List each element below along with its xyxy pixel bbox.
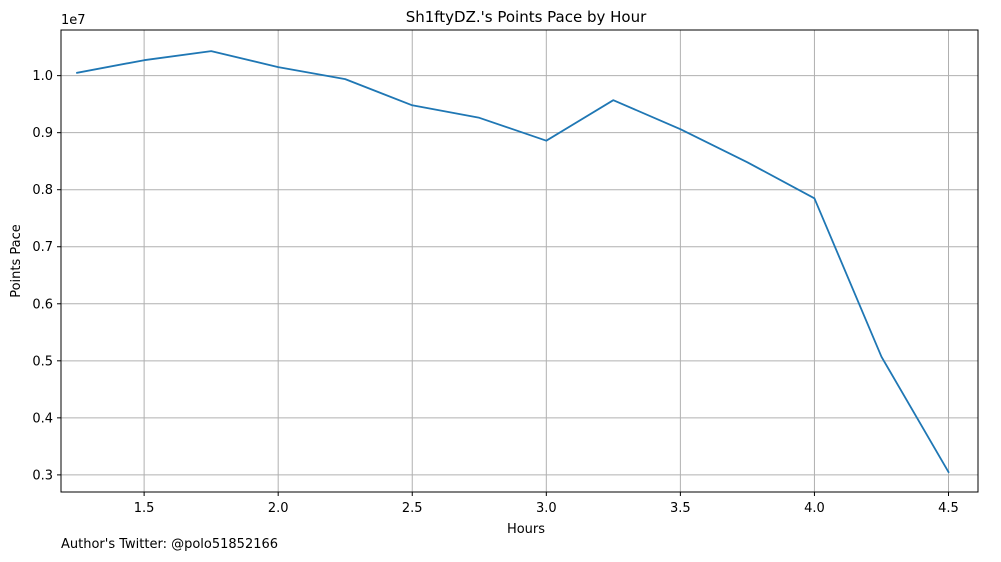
x-tick-label: 3.5 (670, 501, 691, 516)
y-axis-title: Points Pace (9, 224, 24, 298)
y-tick-label: 0.5 (32, 354, 53, 369)
y-axis: 0.3 0.4 0.5 0.6 0.7 0.8 0.9 1.0 (32, 69, 61, 483)
plot-background (61, 30, 978, 492)
plot-frame (60, 29, 979, 493)
y-tick-label: 0.7 (32, 240, 53, 255)
y-tick-label: 0.8 (32, 183, 53, 198)
y-tick-label: 0.6 (32, 297, 53, 312)
series-layer (76, 50, 950, 474)
x-tick-label: 2.0 (268, 501, 289, 516)
x-tick-label: 2.5 (402, 501, 423, 516)
y-tick-label: 0.3 (32, 468, 53, 483)
x-axis-title: Hours (507, 522, 545, 537)
x-tick-label: 3.0 (536, 501, 557, 516)
y-tick-label: 0.9 (32, 126, 53, 141)
y-tick-label: 1.0 (32, 69, 53, 84)
y-offset-label: 1e7 (61, 13, 86, 28)
x-axis: 1.5 2.0 2.5 3.0 3.5 4.0 4.5 (134, 492, 959, 516)
chart-title: Sh1ftyDZ.'s Points Pace by Hour (406, 8, 647, 26)
series-line (76, 50, 950, 474)
grid (61, 30, 978, 492)
x-tick-label: 4.0 (804, 501, 825, 516)
x-tick-label: 4.5 (938, 501, 959, 516)
y-tick-label: 0.4 (32, 411, 53, 426)
author-note: Author's Twitter: @polo51852166 (61, 537, 279, 552)
x-tick-label: 1.5 (134, 501, 155, 516)
